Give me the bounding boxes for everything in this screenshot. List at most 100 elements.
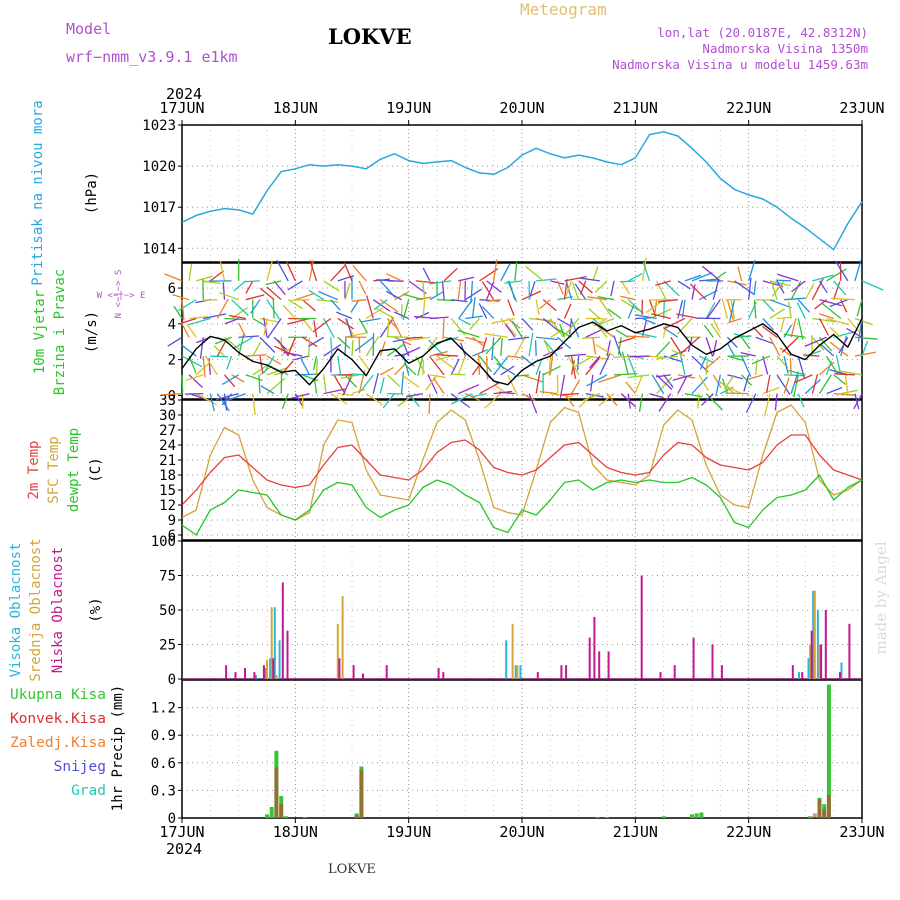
wind-barb [216,341,226,357]
wind-barb [615,329,629,338]
wind-barb [753,299,757,319]
wind-barb [689,283,707,301]
wind-barb [457,384,480,395]
cloud-bar [255,674,257,679]
wind-barb [819,299,842,307]
wind-barb [245,354,267,357]
wind-barb [776,374,791,395]
wind-barb [820,343,835,357]
wind-barb [626,353,636,376]
cloud-bar [442,672,445,679]
wind-barb [726,385,742,395]
wind-barb [635,317,650,320]
wind-barb [436,355,456,371]
wind-barb [484,333,508,338]
cloud-ylabel-1: Visoka Oblacnost [8,543,24,678]
wind-barb [834,373,855,376]
temp-unit: (C) [88,457,104,482]
y-tick-label: 4 [168,317,176,333]
wind-barb [656,374,671,378]
wind-barb [203,313,227,320]
cloud-bar [273,607,276,679]
wind-barb [826,386,843,395]
wind-barb [535,358,543,376]
wind-barb [790,318,797,338]
wind-barb [472,336,484,347]
wind-barb [854,393,860,410]
wind-barb [213,345,225,357]
wind-barb [691,271,713,282]
wind-barb [745,393,757,413]
y-tick-label: 25 [159,638,176,654]
wind-barb [290,393,310,400]
wind-barb [215,393,239,401]
wind-barb [712,279,720,300]
wind-barb [614,373,638,376]
wind-barb [818,280,828,294]
wind-barb [818,374,832,394]
wind-barb [606,393,618,407]
wind-barb [342,374,353,396]
wind-barb [561,392,579,396]
wind-barb [406,392,423,398]
wind-barb [287,299,304,310]
cloud-bar [505,640,508,679]
cloud-bar [640,575,643,679]
wind-barb [498,391,515,395]
wind-barb [544,340,558,357]
wind-barb [293,355,310,361]
wind-barb [534,340,537,357]
wind-barb [670,336,683,355]
y-tick-label: 100 [151,534,176,550]
wind-barb [219,260,226,282]
cloud-bar [565,665,568,679]
wind-barb [779,347,792,357]
temp-ylabel-3: dewpt Temp [66,428,82,512]
cloud-bar [839,672,841,679]
precip-bar [595,817,600,818]
wind-barb [729,299,736,322]
wind-barb [663,300,665,319]
wind-barb [181,344,197,357]
wind-barb [358,337,361,353]
wind-barb [627,304,635,319]
wind-barb [345,318,353,338]
y-tick-label: 50 [159,603,176,619]
wind-barb [539,390,558,395]
wind-barb [701,393,714,406]
wind-barb [313,378,318,394]
y-tick-label: 0 [168,672,176,688]
wind-barb [231,374,245,383]
wind-barb [642,317,656,325]
wind-barb [765,374,771,393]
wind-barb [458,276,475,282]
wind-barb [514,334,527,357]
wind-barb [642,261,651,282]
wind-barb [804,379,821,395]
wind-barb [457,317,472,326]
wind-barb [323,280,340,292]
wind-barb [599,352,611,376]
cloud-bar [840,662,843,679]
wind-barb [366,295,374,319]
wind-barb [539,299,551,310]
cloud-bar [813,590,816,679]
y-tick-label: 75 [159,569,176,585]
wind-barb [582,393,601,402]
wind-barb [829,341,849,357]
wind-barb [715,374,721,397]
wind-barb [202,355,206,378]
wind-barb [762,386,780,395]
model-label: Model [66,20,112,38]
precip-bar [826,684,831,818]
precip-bar [661,816,666,818]
wind-barb [469,318,480,331]
cloud-bar [812,590,815,679]
wind-barb [563,303,572,319]
x-tick-label-bottom: 20JUN [499,823,544,841]
wind-barb [178,299,197,312]
cloud-bar [516,665,519,679]
wind-barb [565,281,573,300]
wind-barb [233,280,247,292]
credit-text: made by Angel [872,541,890,654]
